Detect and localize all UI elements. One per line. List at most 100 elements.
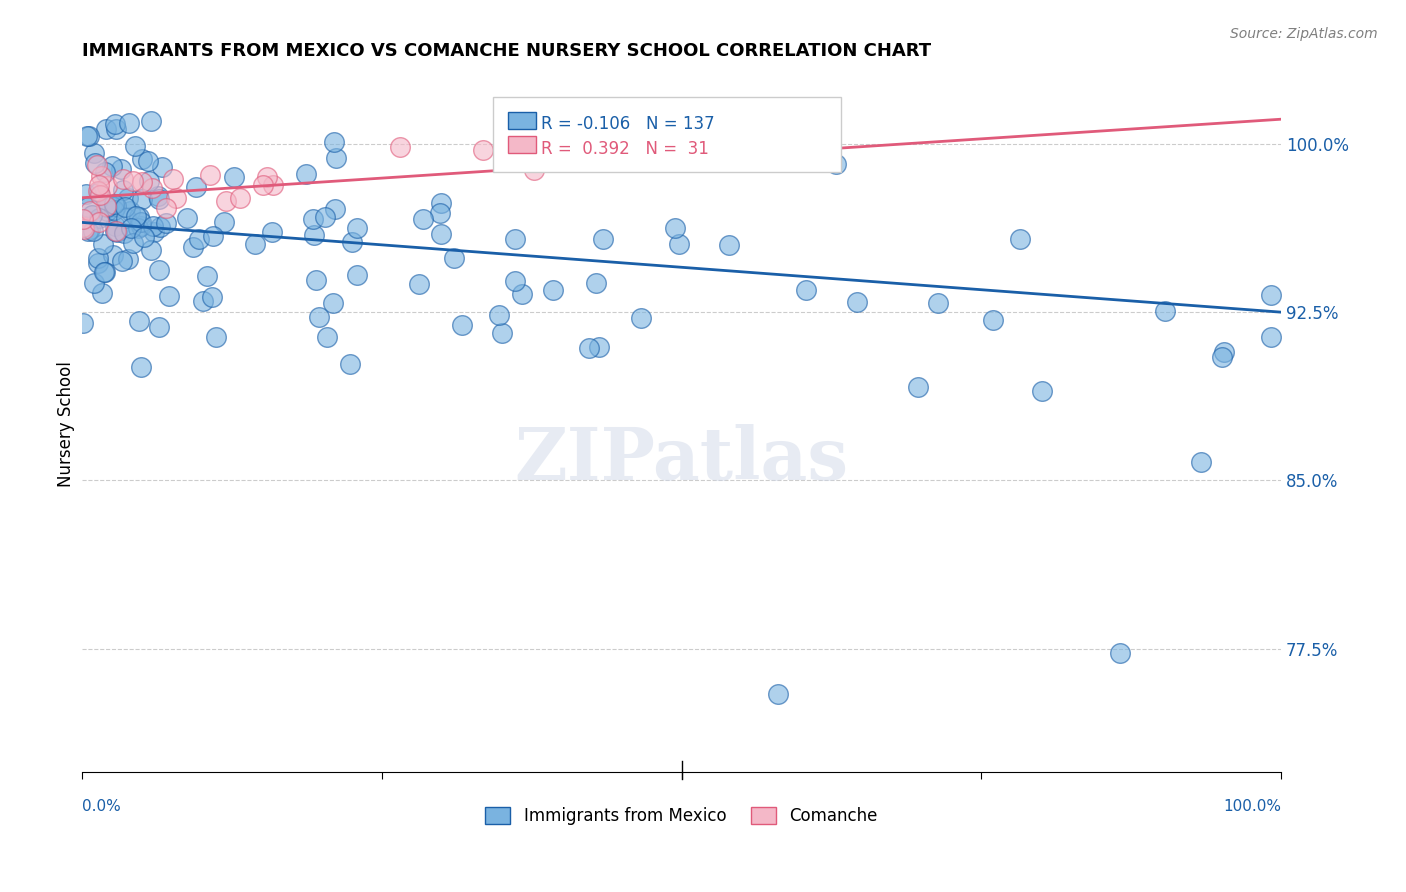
Point (323, 202, 346, 217)
Point (346, 220, 368, 235)
Point (131, 192, 153, 206)
Point (120, 221, 142, 235)
Point (308, 310, 330, 325)
Point (191, 293, 214, 308)
Point (1211, 351, 1233, 365)
Point (198, 168, 221, 182)
Point (103, 202, 125, 217)
Point (585, 276, 607, 290)
Point (93, 264, 115, 278)
Point (73, 222, 96, 236)
Point (256, 169, 278, 184)
Point (443, 251, 465, 265)
Point (149, 220, 172, 235)
Point (981, 313, 1004, 327)
Point (927, 296, 949, 310)
Point (302, 211, 325, 226)
Point (176, 211, 198, 225)
Point (112, 172, 135, 186)
Point (1189, 455, 1212, 469)
Point (86, 184, 108, 198)
Point (101, 248, 124, 262)
Point (104, 224, 127, 238)
Point (128, 314, 150, 328)
Point (87, 211, 110, 225)
Point (664, 221, 686, 235)
Point (104, 121, 127, 136)
Point (1213, 345, 1236, 359)
Point (451, 318, 474, 333)
Point (322, 296, 344, 310)
Point (339, 358, 361, 372)
Point (105, 199, 128, 213)
Point (111, 254, 134, 268)
Point (1154, 304, 1177, 318)
Point (125, 209, 148, 223)
Point (228, 191, 250, 205)
Point (72, 220, 94, 235)
Point (668, 237, 690, 252)
Point (129, 219, 152, 233)
Text: 0.0%: 0.0% (82, 799, 121, 814)
Point (184, 179, 207, 194)
Point (512, 286, 534, 301)
Point (120, 203, 142, 218)
Point (98, 198, 121, 212)
Point (181, 240, 204, 254)
Point (907, 379, 929, 393)
Point (305, 273, 328, 287)
Point (543, 283, 565, 297)
Point (491, 326, 513, 340)
Point (252, 178, 274, 193)
Point (75, 186, 97, 201)
Point (214, 194, 236, 209)
Y-axis label: Nursery School: Nursery School (58, 361, 75, 487)
Point (86, 251, 108, 265)
Point (325, 151, 347, 165)
Point (112, 226, 135, 240)
Point (588, 340, 610, 354)
Point (111, 183, 134, 197)
Point (103, 197, 125, 211)
Point (825, 157, 848, 171)
Point (89, 185, 111, 199)
Point (124, 139, 146, 153)
Point (83, 276, 105, 290)
Point (162, 172, 184, 186)
Point (91, 285, 114, 300)
Point (1108, 646, 1130, 660)
Point (148, 320, 170, 334)
Point (105, 226, 128, 240)
Point (166, 190, 188, 204)
Point (131, 153, 153, 167)
Point (201, 290, 224, 304)
Point (148, 262, 170, 277)
Point (96, 179, 118, 194)
Point (503, 274, 526, 288)
Point (72, 316, 94, 330)
Point (131, 175, 153, 189)
Point (142, 226, 165, 240)
Point (122, 235, 145, 250)
Point (94, 122, 117, 136)
Point (260, 225, 283, 239)
Point (1008, 232, 1031, 246)
Point (138, 154, 160, 169)
Point (340, 235, 363, 249)
Text: 100.0%: 100.0% (1223, 799, 1281, 814)
Point (295, 168, 318, 182)
Point (498, 132, 520, 146)
Text: Source: ZipAtlas.com: Source: ZipAtlas.com (1230, 27, 1378, 41)
Point (766, 687, 789, 701)
Point (1260, 330, 1282, 344)
Point (429, 205, 451, 219)
Point (630, 311, 652, 326)
Point (83, 145, 105, 160)
Point (138, 174, 160, 188)
Point (1031, 384, 1053, 399)
Point (132, 230, 155, 244)
Point (201, 229, 224, 244)
Point (128, 210, 150, 224)
Point (82, 223, 104, 237)
Point (94, 199, 117, 213)
